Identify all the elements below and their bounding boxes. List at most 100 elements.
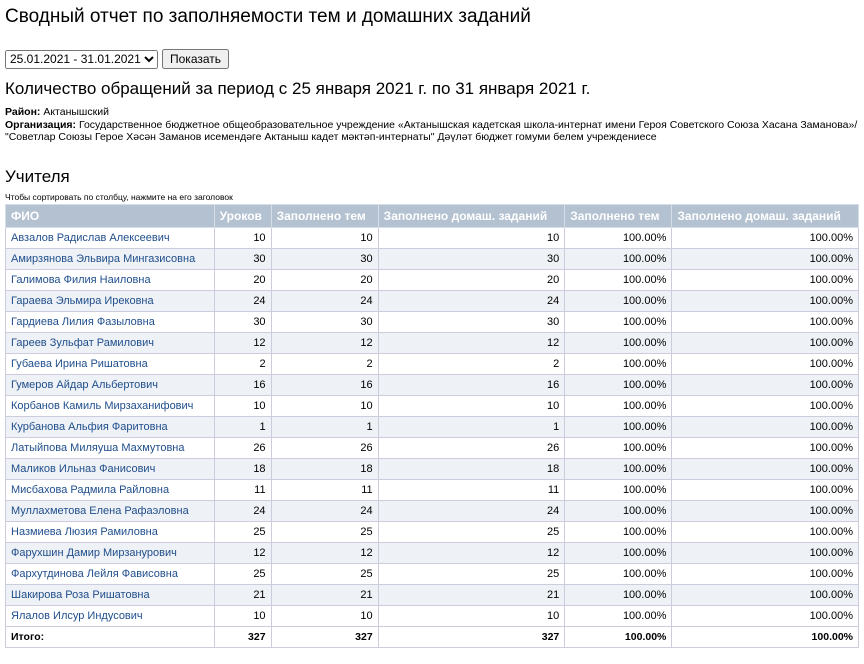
cell: Гумеров Айдар Альбертович bbox=[5, 374, 215, 396]
cell: Латыйпова Миляуша Махмутовна bbox=[5, 437, 215, 459]
teacher-link[interactable]: Ялалов Илсур Индусович bbox=[11, 610, 143, 622]
cell: 100.00% bbox=[564, 353, 673, 375]
page-title: Сводный отчет по заполняемости тем и дом… bbox=[5, 6, 531, 27]
teacher-link[interactable]: Шакирова Роза Ришатовна bbox=[11, 589, 150, 601]
cell: 25 bbox=[377, 563, 566, 585]
cell: 100.00% bbox=[564, 395, 673, 417]
cell: 100.00% bbox=[564, 458, 673, 480]
teacher-link[interactable]: Фархутдинова Лейля Фависовна bbox=[11, 568, 178, 580]
cell: 10 bbox=[213, 395, 272, 417]
teacher-link[interactable]: Корбанов Камиль Мирзаханифович bbox=[11, 400, 194, 412]
cell: 2 bbox=[377, 353, 566, 375]
cell: 100.00% bbox=[671, 311, 859, 333]
teacher-link[interactable]: Маликов Ильназ Фанисович bbox=[11, 463, 156, 475]
cell: 12 bbox=[213, 332, 272, 354]
teachers-table: ФИО Уроков Заполнено тем Заполнено домаш. з… bbox=[5, 204, 859, 648]
cell: 100.00% bbox=[564, 332, 673, 354]
cell: 10 bbox=[377, 605, 566, 627]
cell: 25 bbox=[213, 521, 272, 543]
cell: 1 bbox=[377, 416, 566, 438]
total-cell: 100.00% bbox=[564, 626, 673, 648]
district-label: Район: bbox=[5, 106, 41, 118]
teacher-link[interactable]: Гараева Эльмира Ирековна bbox=[11, 295, 154, 307]
cell: 18 bbox=[377, 458, 566, 480]
cell: 100.00% bbox=[671, 374, 859, 396]
teacher-link[interactable]: Галимова Филия Наиловна bbox=[11, 274, 151, 286]
table-row: Мисбахова Радмила Райловна 11 11 11 100.00% 1… bbox=[5, 479, 859, 501]
cell: 20 bbox=[377, 269, 566, 291]
cell: 21 bbox=[377, 584, 566, 606]
teacher-link[interactable]: Гареев Зульфат Рамилович bbox=[11, 337, 154, 349]
teacher-link[interactable]: Латыйпова Миляуша Махмутовна bbox=[11, 442, 185, 454]
district: Район: Актанышский bbox=[5, 106, 859, 118]
cell: 16 bbox=[270, 374, 379, 396]
cell: 100.00% bbox=[564, 227, 673, 249]
cell: 100.00% bbox=[564, 542, 673, 564]
cell: 100.00% bbox=[671, 437, 859, 459]
cell: 16 bbox=[377, 374, 566, 396]
teacher-link[interactable]: Гумеров Айдар Альбертович bbox=[11, 379, 159, 391]
column-header[interactable]: Заполнено тем bbox=[270, 204, 379, 228]
cell: 10 bbox=[213, 605, 272, 627]
teacher-link[interactable]: Амирзянова Эльвира Мингазисовна bbox=[11, 253, 196, 265]
table-row: Авзалов Радислав Алексеевич 10 10 10 100.00%… bbox=[5, 227, 859, 249]
cell: 100.00% bbox=[671, 227, 859, 249]
teacher-link[interactable]: Назмиева Люзия Рамиловна bbox=[11, 526, 158, 538]
summary-heading: Количество обращений за период с 25 янва… bbox=[5, 79, 591, 98]
cell: Авзалов Радислав Алексеевич bbox=[5, 227, 215, 249]
cell: 100.00% bbox=[564, 521, 673, 543]
cell: Амирзянова Эльвира Мингазисовна bbox=[5, 248, 215, 270]
cell: 30 bbox=[377, 248, 566, 270]
cell: 100.00% bbox=[671, 479, 859, 501]
cell: Мисбахова Радмила Райловна bbox=[5, 479, 215, 501]
column-header[interactable]: Уроков bbox=[213, 204, 272, 228]
cell: 12 bbox=[213, 542, 272, 564]
teacher-link[interactable]: Муллахметова Елена Рафаэловна bbox=[11, 505, 189, 517]
teacher-link[interactable]: Авзалов Радислав Алексеевич bbox=[11, 232, 170, 244]
cell: 21 bbox=[270, 584, 379, 606]
cell: 12 bbox=[377, 542, 566, 564]
cell: 24 bbox=[213, 290, 272, 312]
cell: 12 bbox=[270, 542, 379, 564]
controls: 25.01.2021 - 31.01.2021 Показать bbox=[5, 47, 859, 71]
cell: 21 bbox=[213, 584, 272, 606]
period-select[interactable]: 25.01.2021 - 31.01.2021 bbox=[5, 49, 158, 69]
cell: 25 bbox=[270, 521, 379, 543]
cell: 30 bbox=[270, 248, 379, 270]
cell: 24 bbox=[270, 290, 379, 312]
total-row: Итого: 327 327 327 100.00% 100.00% bbox=[5, 626, 859, 648]
org-value: Государственное бюджетное общеобразовате… bbox=[5, 119, 858, 143]
column-header[interactable]: Заполнено домаш. заданий bbox=[671, 204, 859, 228]
cell: 100.00% bbox=[564, 248, 673, 270]
district-value: Актанышский bbox=[43, 106, 109, 118]
cell: 12 bbox=[377, 332, 566, 354]
column-header[interactable]: Заполнено домаш. заданий bbox=[377, 204, 566, 228]
cell: 100.00% bbox=[671, 605, 859, 627]
cell: 100.00% bbox=[564, 605, 673, 627]
table-row: Маликов Ильназ Фанисович 18 18 18 100.00% 100… bbox=[5, 458, 859, 480]
cell: 100.00% bbox=[671, 584, 859, 606]
teacher-link[interactable]: Курбанова Альфия Фаритовна bbox=[11, 421, 168, 433]
cell: 100.00% bbox=[564, 584, 673, 606]
cell: 26 bbox=[377, 437, 566, 459]
table-row: Муллахметова Елена Рафаэловна 24 24 24 100.0… bbox=[5, 500, 859, 522]
teacher-link[interactable]: Мисбахова Радмила Райловна bbox=[11, 484, 170, 496]
cell: 20 bbox=[270, 269, 379, 291]
teacher-link[interactable]: Фарухшин Дамир Мирзанурович bbox=[11, 547, 177, 559]
cell: 100.00% bbox=[564, 290, 673, 312]
cell: 10 bbox=[270, 395, 379, 417]
cell: 100.00% bbox=[671, 332, 859, 354]
table-row: Гардиева Лилия Фазыловна 30 30 30 100.00% 100… bbox=[5, 311, 859, 333]
teacher-link[interactable]: Губаева Ирина Ришатовна bbox=[11, 358, 148, 370]
cell: 24 bbox=[270, 500, 379, 522]
teacher-link[interactable]: Гардиева Лилия Фазыловна bbox=[11, 316, 155, 328]
column-header[interactable]: ФИО bbox=[5, 204, 215, 228]
cell: 10 bbox=[377, 395, 566, 417]
column-header[interactable]: Заполнено тем bbox=[564, 204, 673, 228]
cell: 25 bbox=[270, 563, 379, 585]
cell: Шакирова Роза Ришатовна bbox=[5, 584, 215, 606]
show-button[interactable]: Показать bbox=[162, 49, 230, 69]
cell: 100.00% bbox=[564, 500, 673, 522]
table-row: Ялалов Илсур Индусович 10 10 10 100.00% 100.0… bbox=[5, 605, 859, 627]
